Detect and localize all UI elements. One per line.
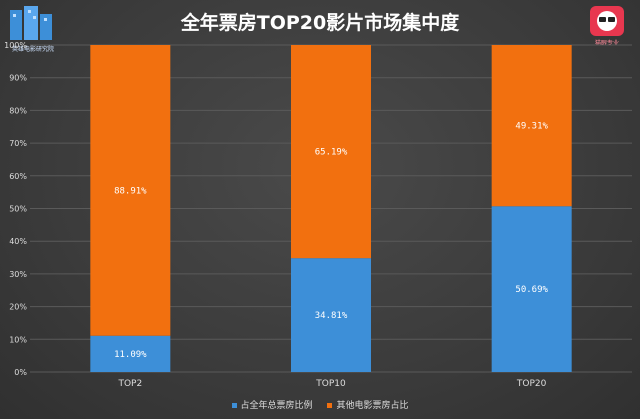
bar-share	[491, 206, 572, 372]
y-tick-label: 20%	[9, 303, 27, 312]
x-tick-label: TOP20	[516, 379, 547, 389]
data-label: 11.09%	[114, 350, 147, 360]
y-tick-label: 80%	[9, 106, 27, 115]
y-tick-label: 60%	[9, 172, 27, 181]
y-tick-label: 90%	[9, 74, 27, 83]
bar-others	[291, 45, 371, 259]
bar-others	[491, 45, 572, 207]
y-tick-label: 40%	[9, 237, 27, 246]
data-label: 50.69%	[515, 285, 548, 295]
bar-others	[90, 45, 171, 336]
right-logo-caption: 猫眼专业	[594, 40, 619, 47]
data-label: 49.31%	[515, 122, 548, 132]
y-tick-label: 70%	[9, 139, 27, 148]
bar-share	[291, 258, 371, 372]
legend-item-others: 其他电影票房占比	[327, 401, 408, 411]
data-label: 34.81%	[315, 311, 348, 321]
legend-item-share: 占全年总票房比例	[231, 401, 313, 411]
data-label: 88.91%	[114, 186, 147, 196]
legend-swatch-others	[327, 403, 333, 408]
legend-label-others: 其他电影票房占比	[336, 401, 409, 411]
y-tick-label: 0%	[14, 368, 27, 377]
y-tick-label: 100%	[4, 41, 27, 50]
data-label: 65.19%	[315, 148, 348, 158]
y-tick-label: 30%	[9, 270, 27, 279]
left-logo-caption: 英雄电影研究院	[11, 46, 54, 53]
legend-label-share: 占全年总票房比例	[240, 401, 313, 411]
bar-share	[90, 335, 171, 372]
y-tick-label: 50%	[9, 205, 27, 214]
chart-title: 全年票房TOP20影片市场集中度	[180, 12, 460, 34]
x-tick-label: TOP2	[117, 379, 142, 389]
x-tick-label: TOP10	[315, 379, 346, 389]
legend-swatch-share	[231, 403, 237, 408]
left-logo-icon	[10, 6, 52, 40]
right-logo-icon	[590, 6, 624, 36]
chart-legend: 占全年总票房比例 其他电影票房占比	[0, 398, 640, 411]
y-tick-label: 10%	[9, 335, 27, 344]
